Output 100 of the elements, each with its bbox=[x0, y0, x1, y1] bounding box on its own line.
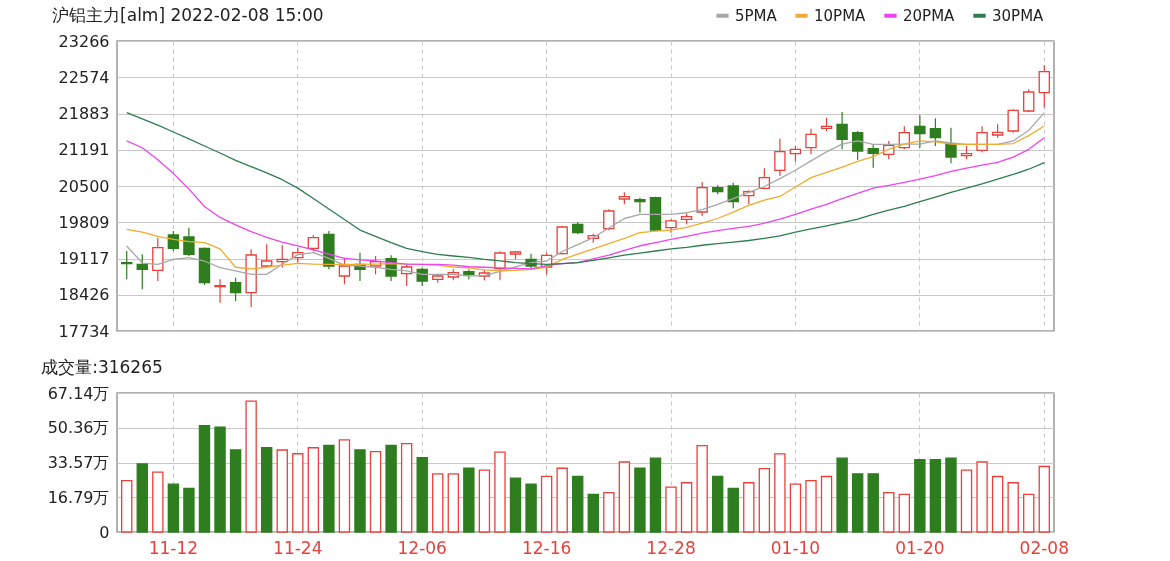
bar bbox=[898, 493, 911, 533]
x-tick-label: 02-08 bbox=[1019, 537, 1069, 558]
bar bbox=[167, 483, 180, 533]
bar bbox=[665, 486, 677, 533]
bar bbox=[680, 482, 693, 533]
legend-label: 30PMA bbox=[992, 6, 1045, 25]
candlestick bbox=[727, 182, 739, 209]
bar bbox=[292, 453, 304, 533]
bar bbox=[556, 467, 568, 533]
y-tick-label: 18426 bbox=[58, 285, 110, 305]
y-tick-label: 17734 bbox=[58, 321, 110, 341]
bar bbox=[774, 453, 786, 533]
bar bbox=[1038, 465, 1050, 533]
x-tick-label: 01-20 bbox=[895, 537, 945, 558]
bar bbox=[851, 473, 864, 533]
bar bbox=[789, 483, 802, 533]
chart-title: 成交量:316265 bbox=[41, 357, 163, 377]
bar bbox=[572, 475, 584, 533]
bar bbox=[447, 473, 460, 533]
bar bbox=[727, 487, 739, 533]
bar bbox=[618, 461, 631, 533]
bar bbox=[463, 467, 475, 533]
bar bbox=[369, 451, 382, 533]
bar bbox=[743, 482, 755, 533]
bar bbox=[929, 459, 942, 533]
bar bbox=[649, 457, 662, 533]
candlestick bbox=[929, 117, 942, 147]
y-tick-label: 21191 bbox=[58, 140, 110, 160]
candlestick bbox=[945, 127, 957, 164]
bar bbox=[260, 447, 273, 533]
x-tick-label: 11-12 bbox=[148, 537, 199, 558]
y-tick-label: 67.14万 bbox=[47, 383, 110, 403]
bar bbox=[509, 477, 522, 533]
candlestick bbox=[1038, 64, 1050, 109]
candlestick bbox=[976, 125, 988, 153]
y-tick-label: 0 bbox=[99, 522, 110, 542]
candlestick bbox=[152, 237, 164, 282]
candlestick bbox=[416, 267, 428, 287]
bar bbox=[416, 457, 428, 533]
bar bbox=[587, 493, 599, 533]
candlestick bbox=[914, 114, 926, 149]
bar bbox=[136, 463, 148, 533]
bar bbox=[991, 475, 1004, 533]
candlestick bbox=[183, 227, 195, 257]
chart-title: 沪铝主力[alm] 2022-02-08 15:00 bbox=[52, 5, 324, 25]
legend-label: 5PMA bbox=[735, 6, 778, 25]
bar bbox=[1007, 482, 1019, 533]
candlestick bbox=[836, 111, 848, 150]
y-tick-label: 19117 bbox=[58, 249, 110, 268]
bar bbox=[338, 439, 351, 533]
candlestick bbox=[136, 253, 148, 290]
bar bbox=[198, 424, 211, 533]
bar bbox=[883, 492, 895, 533]
bar bbox=[121, 480, 133, 533]
x-tick-label: 01-10 bbox=[770, 537, 821, 558]
bar bbox=[152, 471, 164, 533]
bar bbox=[603, 492, 615, 533]
bar bbox=[525, 483, 537, 533]
bar bbox=[805, 480, 817, 533]
bar bbox=[400, 442, 413, 533]
bar bbox=[307, 447, 320, 533]
bar bbox=[229, 449, 242, 533]
bar bbox=[867, 473, 879, 533]
y-tick-label: 22574 bbox=[58, 67, 110, 87]
candlestick bbox=[867, 143, 879, 169]
candlestick bbox=[774, 138, 786, 177]
legend-label: 10PMA bbox=[814, 6, 867, 25]
bar bbox=[354, 449, 366, 533]
bar bbox=[478, 469, 491, 533]
bar bbox=[960, 469, 973, 533]
y-tick-label: 19809 bbox=[58, 212, 110, 232]
bar bbox=[245, 400, 257, 533]
candlestick bbox=[214, 278, 226, 304]
candlestick bbox=[851, 130, 864, 161]
y-tick-label: 23266 bbox=[58, 31, 110, 51]
bar bbox=[976, 461, 988, 533]
legend-label: 20PMA bbox=[903, 6, 956, 25]
y-tick-label: 33.57万 bbox=[47, 453, 110, 472]
bar bbox=[836, 457, 848, 533]
candlestick bbox=[229, 277, 242, 302]
x-tick-label: 12-28 bbox=[646, 537, 696, 558]
y-tick-label: 20500 bbox=[58, 176, 110, 196]
bar bbox=[634, 467, 646, 533]
bar bbox=[385, 444, 397, 533]
candlestick bbox=[603, 208, 615, 231]
bar bbox=[432, 473, 444, 533]
y-tick-label: 50.36万 bbox=[47, 418, 110, 438]
candlestick bbox=[634, 197, 646, 214]
bar bbox=[214, 426, 226, 533]
x-tick-label: 12-06 bbox=[397, 537, 447, 558]
bar bbox=[711, 475, 724, 533]
bar bbox=[696, 445, 708, 533]
candlestick bbox=[805, 128, 817, 155]
y-tick-label: 21883 bbox=[58, 104, 110, 123]
bar bbox=[540, 475, 553, 533]
x-tick-label: 12-16 bbox=[521, 537, 572, 558]
bar bbox=[1023, 493, 1035, 533]
candlestick bbox=[1007, 108, 1019, 134]
bar bbox=[323, 444, 335, 533]
bar bbox=[820, 475, 833, 533]
